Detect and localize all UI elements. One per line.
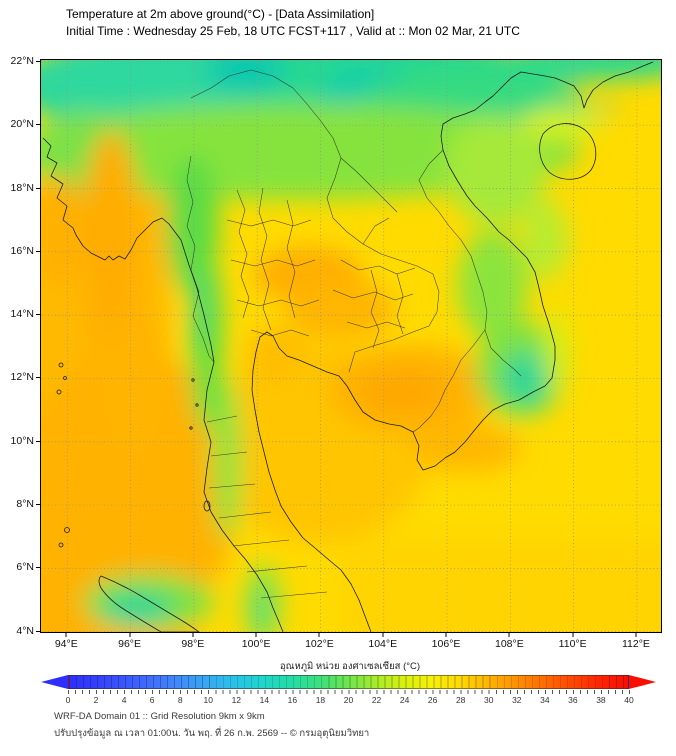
y-axis-tick (36, 440, 40, 442)
colorbar-minor-ticks (68, 690, 630, 694)
y-axis-tick-label: 8°N (16, 498, 34, 511)
colorbar-tick-label: 34 (540, 695, 550, 705)
colorbar-tick-label: 30 (484, 695, 494, 705)
colorbar-tick-labels: 0 2 4 6 8 10 12 14 16 18 20 22 24 26 28 30 32 34 36 38 40 (0, 695, 676, 707)
colorbar-label: อุณหภูมิ หน่วย องศาเซลเซียส (°C) (279, 661, 421, 672)
colorbar-tick-label: 20 (343, 695, 354, 705)
colorbar-tick-label: 0 (65, 695, 71, 705)
colorbar-tick-label: 22 (371, 695, 382, 705)
y-axis-tick-label: 6°N (16, 561, 34, 574)
y-axis-tick (36, 187, 40, 189)
x-axis-tick-label: 96°E (118, 638, 142, 650)
x-axis-tick (129, 633, 131, 637)
colorbar-tick-label: 40 (624, 695, 634, 705)
x-axis-tick-label: 110°E (558, 638, 587, 650)
colorbar-tick-label: 24 (399, 695, 410, 705)
plot-subtitle: Initial Time : Wednesday 25 Feb, 18 UTC … (66, 24, 520, 38)
y-axis-tick (36, 314, 40, 316)
colorbar-tick-label: 14 (259, 695, 270, 705)
x-axis-tick-label: 94°E (54, 638, 78, 650)
x-axis-tick (255, 633, 257, 637)
coastline-layer (42, 61, 654, 632)
x-axis-tick (572, 633, 574, 637)
x-axis-tick (382, 633, 384, 637)
colorbar-tick-label: 28 (455, 695, 466, 705)
admin-borders-layer (186, 69, 522, 599)
map-canvas (41, 60, 661, 632)
grid-layer (41, 60, 661, 632)
y-axis-tick (36, 504, 40, 506)
colorbar-tick-label: 38 (596, 695, 606, 705)
x-axis-tick-label: 108°E (494, 638, 524, 650)
plot-title: Temperature at 2m above ground(°C) - [Da… (66, 7, 375, 21)
x-axis-tick-label: 104°E (368, 638, 398, 650)
y-axis-tick (36, 567, 40, 569)
colorbar-tick-label: 18 (315, 695, 326, 705)
footer-domain-line: WRF-DA Domain 01 :: Grid Resolution 9km … (54, 711, 265, 722)
x-axis-tick (508, 633, 510, 637)
colorbar-tick-label: 4 (121, 695, 127, 705)
x-axis-tick (65, 633, 67, 637)
x-axis-tick-label: 106°E (431, 638, 461, 650)
colorbar-tick-label: 32 (512, 695, 522, 705)
colorbar-tick-label: 36 (568, 695, 578, 705)
x-axis-tick (445, 633, 447, 637)
colorbar-left-arrow (41, 675, 68, 689)
y-axis-tick-label: 16°N (10, 244, 34, 257)
colorbar-tick-label: 10 (203, 695, 213, 705)
colorbar-right-arrow (629, 675, 656, 689)
colorbar-tick-label: 2 (93, 695, 99, 705)
y-axis-tick-label: 20°N (10, 118, 34, 131)
x-axis-tick-label: 102°E (305, 638, 334, 650)
x-axis-tick (635, 633, 637, 637)
y-axis-tick (36, 60, 40, 62)
y-axis-tick-label: 22°N (10, 54, 34, 67)
map-panel (40, 59, 662, 633)
y-axis-tick-label: 18°N (10, 181, 34, 194)
colorbar-gradient-bar (68, 675, 629, 689)
colorbar-tick-label: 16 (287, 695, 298, 705)
colorbar-tick-label: 26 (427, 695, 438, 705)
x-axis-tick-label: 112°E (621, 638, 650, 650)
y-axis-tick-label: 10°N (10, 434, 34, 447)
x-axis-tick (318, 633, 320, 637)
y-axis-tick-label: 4°N (16, 624, 34, 637)
x-axis-tick (192, 633, 194, 637)
colorbar-tick-label: 6 (149, 695, 155, 705)
y-axis-tick (36, 377, 40, 379)
temperature-field-layer (41, 60, 661, 632)
colorbar-tick-label: 8 (177, 695, 183, 705)
y-axis-tick (36, 630, 40, 632)
y-axis-tick (36, 250, 40, 252)
colorbar-tick-label: 12 (231, 695, 242, 705)
y-axis-tick-label: 14°N (10, 308, 34, 321)
footer-update-line: ปรับปรุงข้อมูล ณ เวลา 01:00น. วัน พฤ. ที… (54, 728, 370, 739)
y-axis-tick-label: 12°N (10, 371, 34, 384)
y-axis-tick (36, 124, 40, 126)
x-axis-tick-label: 100°E (241, 638, 271, 650)
x-axis-tick-label: 98°E (181, 638, 205, 650)
